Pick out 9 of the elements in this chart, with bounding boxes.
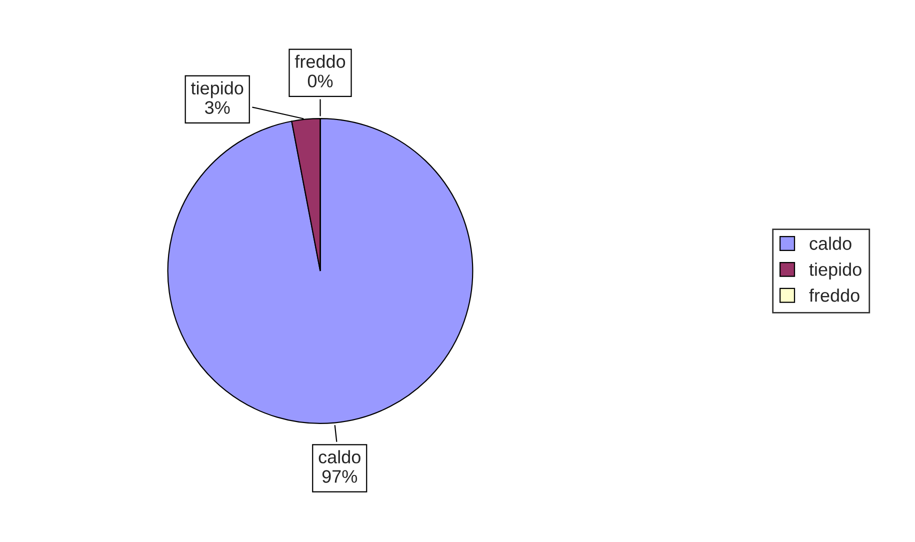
slice-label: caldo xyxy=(318,450,360,464)
legend-label: freddo xyxy=(809,288,860,302)
text: 0% xyxy=(308,74,333,88)
data-label: 97% xyxy=(322,470,358,483)
data-label: 3% xyxy=(204,101,230,114)
legend-label: tiepido xyxy=(809,262,862,280)
legend-label: caldo xyxy=(810,236,852,250)
slice-label: tiepido xyxy=(191,81,244,98)
category-label: freddo xyxy=(294,54,346,68)
